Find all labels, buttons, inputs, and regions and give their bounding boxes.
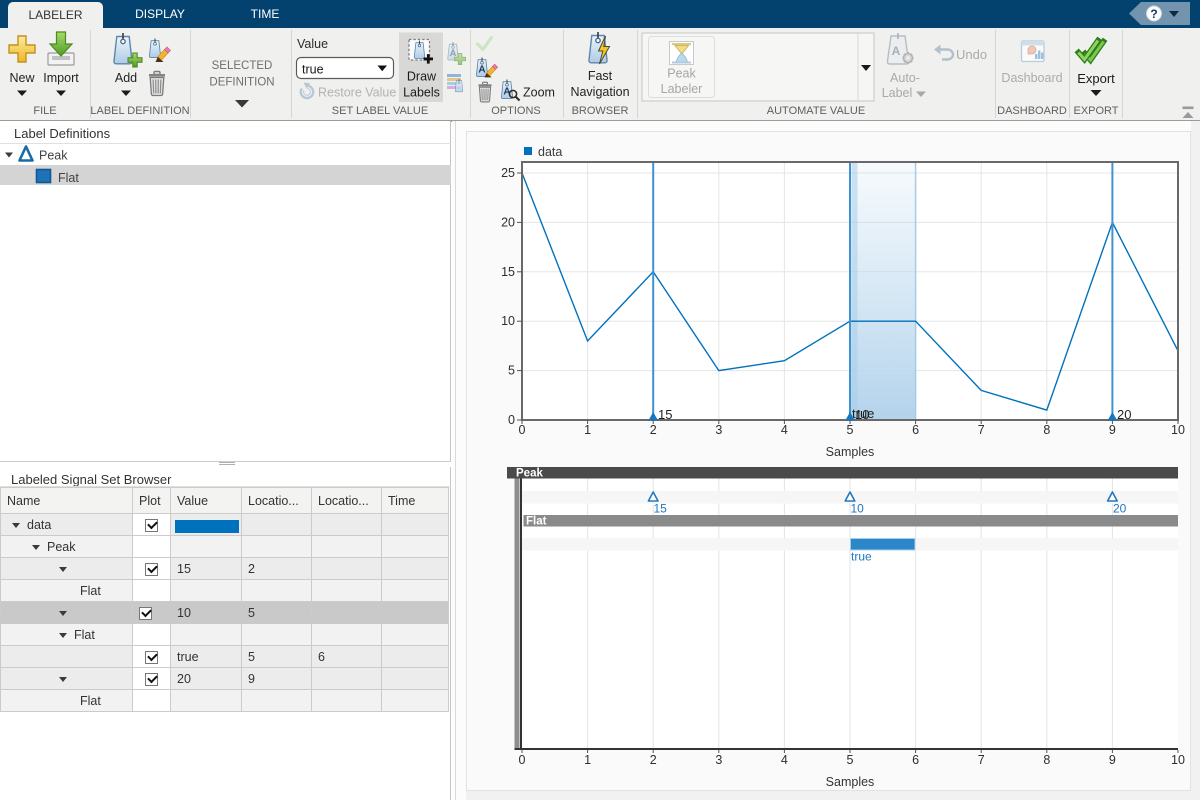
svg-text:10: 10 bbox=[851, 502, 865, 516]
svg-text:Navigation: Navigation bbox=[570, 85, 629, 99]
svg-text:Peak: Peak bbox=[39, 149, 68, 163]
svg-text:Label: Label bbox=[882, 86, 913, 100]
svg-text:10: 10 bbox=[501, 314, 515, 328]
svg-text:9: 9 bbox=[1109, 753, 1116, 767]
svg-text:6: 6 bbox=[912, 753, 919, 767]
svg-text:15: 15 bbox=[501, 265, 515, 279]
svg-text:data: data bbox=[538, 145, 562, 159]
svg-text:Dashboard: Dashboard bbox=[1001, 71, 1062, 85]
svg-text:Labeler: Labeler bbox=[661, 82, 703, 96]
svg-text:3: 3 bbox=[715, 753, 722, 767]
svg-text:4: 4 bbox=[781, 753, 788, 767]
svg-text:Add: Add bbox=[115, 71, 137, 85]
svg-text:true: true bbox=[852, 406, 874, 421]
svg-text:5: 5 bbox=[508, 364, 515, 378]
svg-text:8: 8 bbox=[1043, 423, 1050, 437]
svg-text:DEFINITION: DEFINITION bbox=[209, 77, 274, 89]
svg-text:3: 3 bbox=[715, 423, 722, 437]
svg-text:10: 10 bbox=[1171, 753, 1185, 767]
svg-text:Samples: Samples bbox=[826, 775, 875, 789]
svg-text:0: 0 bbox=[508, 413, 515, 427]
svg-text:1: 1 bbox=[584, 753, 591, 767]
svg-text:7: 7 bbox=[978, 423, 985, 437]
svg-text:Peak: Peak bbox=[667, 67, 696, 81]
svg-text:A: A bbox=[450, 48, 457, 58]
svg-text:Auto-: Auto- bbox=[890, 71, 920, 85]
svg-text:Zoom: Zoom bbox=[523, 86, 555, 100]
svg-text:2: 2 bbox=[650, 423, 657, 437]
svg-text:Draw: Draw bbox=[407, 70, 437, 84]
svg-text:0: 0 bbox=[519, 423, 526, 437]
svg-text:0: 0 bbox=[519, 753, 526, 767]
svg-text:Peak: Peak bbox=[516, 468, 543, 480]
svg-text:Undo: Undo bbox=[956, 47, 987, 62]
svg-text:5: 5 bbox=[847, 423, 854, 437]
svg-text:5: 5 bbox=[847, 753, 854, 767]
svg-text:Export: Export bbox=[1077, 71, 1115, 86]
svg-text:A: A bbox=[503, 87, 510, 98]
svg-text:Flat: Flat bbox=[58, 171, 79, 185]
svg-text:Fast: Fast bbox=[588, 69, 613, 83]
svg-text:Labels: Labels bbox=[403, 86, 440, 100]
svg-text:25: 25 bbox=[501, 166, 515, 180]
svg-text:20: 20 bbox=[501, 215, 515, 229]
svg-text:true: true bbox=[851, 550, 872, 564]
svg-text:15: 15 bbox=[658, 407, 672, 422]
svg-text:New: New bbox=[9, 71, 35, 85]
svg-text:2: 2 bbox=[650, 753, 657, 767]
svg-text:true: true bbox=[302, 63, 324, 77]
svg-text:A: A bbox=[892, 44, 901, 58]
svg-text:SELECTED: SELECTED bbox=[212, 60, 273, 72]
svg-text:1: 1 bbox=[584, 423, 591, 437]
svg-text:7: 7 bbox=[978, 753, 985, 767]
svg-text:Value: Value bbox=[297, 37, 328, 51]
svg-text:4: 4 bbox=[781, 423, 788, 437]
svg-text:9: 9 bbox=[1109, 423, 1116, 437]
svg-text:6: 6 bbox=[912, 423, 919, 437]
svg-text:Import: Import bbox=[43, 71, 79, 85]
svg-text:15: 15 bbox=[654, 502, 668, 516]
svg-text:Samples: Samples bbox=[826, 445, 875, 459]
svg-text:Flat: Flat bbox=[526, 516, 547, 528]
svg-text:?: ? bbox=[1150, 7, 1157, 21]
svg-text:10: 10 bbox=[855, 407, 869, 422]
svg-text:8: 8 bbox=[1043, 753, 1050, 767]
svg-text:20: 20 bbox=[1113, 502, 1127, 516]
svg-text:A: A bbox=[478, 65, 485, 76]
svg-text:Restore Value: Restore Value bbox=[318, 86, 396, 100]
svg-text:10: 10 bbox=[1171, 423, 1185, 437]
svg-text:20: 20 bbox=[1117, 407, 1131, 422]
